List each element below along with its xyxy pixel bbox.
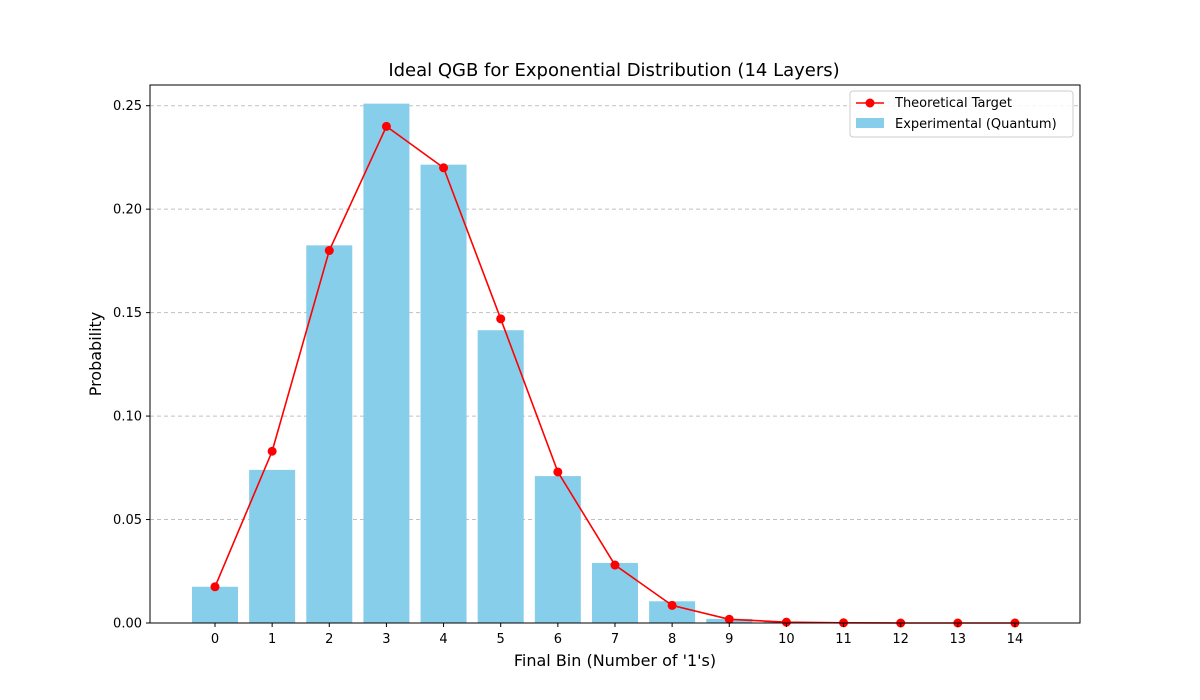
bar-5 [477, 330, 524, 623]
y-tick-label: 0.15 [113, 306, 142, 321]
chart-title: Ideal QGB for Exponential Distribution (… [388, 60, 839, 81]
theoretical-point-0 [210, 582, 220, 592]
y-tick-label: 0.20 [113, 203, 142, 218]
bar-4 [420, 164, 467, 623]
legend-box [849, 90, 1074, 138]
x-tick-label: 0 [211, 632, 219, 647]
theoretical-point-9 [724, 614, 734, 624]
legend-line-marker [865, 98, 875, 108]
x-axis-label: Final Bin (Number of '1's) [514, 651, 716, 670]
bar-7 [591, 562, 638, 623]
bar-6 [534, 476, 581, 623]
y-tick-label: 0.05 [113, 513, 142, 528]
x-tick-label: 5 [497, 632, 505, 647]
x-tick-label: 14 [1007, 632, 1024, 647]
theoretical-point-4 [439, 163, 449, 173]
theoretical-point-5 [496, 314, 506, 324]
bar-series [192, 103, 810, 624]
legend: Theoretical Target Experimental (Quantum… [849, 90, 1074, 138]
x-tick-label: 11 [835, 632, 852, 647]
theoretical-point-6 [553, 467, 563, 477]
x-tick-label: 10 [778, 632, 795, 647]
y-tick-label: 0.00 [113, 617, 142, 632]
x-tick-label: 9 [725, 632, 733, 647]
theoretical-point-3 [381, 121, 391, 131]
legend-label-experimental: Experimental (Quantum) [895, 117, 1057, 132]
y-tick-label: 0.10 [113, 410, 142, 425]
legend-label-theoretical: Theoretical Target [894, 96, 1012, 111]
y-axis-label: Probability [86, 312, 105, 397]
x-axis-ticks: 0 1 2 3 4 5 6 7 8 9 10 11 12 13 14 [211, 623, 1023, 647]
x-tick-label: 3 [382, 632, 390, 647]
x-tick-label: 1 [268, 632, 276, 647]
bar-3 [363, 103, 410, 624]
bar-8 [649, 601, 696, 623]
x-tick-label: 2 [325, 632, 333, 647]
x-tick-label: 6 [554, 632, 562, 647]
bar-2 [306, 245, 353, 623]
legend-bar-swatch [856, 118, 884, 128]
theoretical-point-8 [667, 600, 677, 610]
bar-0 [192, 586, 238, 623]
theoretical-point-1 [267, 446, 277, 456]
theoretical-point-10 [781, 617, 791, 627]
theoretical-point-7 [610, 560, 620, 570]
x-tick-label: 7 [611, 632, 619, 647]
y-tick-label: 0.25 [113, 99, 142, 114]
theoretical-point-2 [324, 246, 334, 256]
gridlines [150, 105, 1080, 521]
y-axis-ticks: 0.00 0.05 0.10 0.15 0.20 0.25 [113, 99, 150, 632]
x-tick-label: 13 [950, 632, 967, 647]
x-tick-label: 12 [892, 632, 909, 647]
x-tick-label: 4 [439, 632, 447, 647]
bar-1 [249, 469, 296, 623]
x-tick-label: 8 [668, 632, 676, 647]
